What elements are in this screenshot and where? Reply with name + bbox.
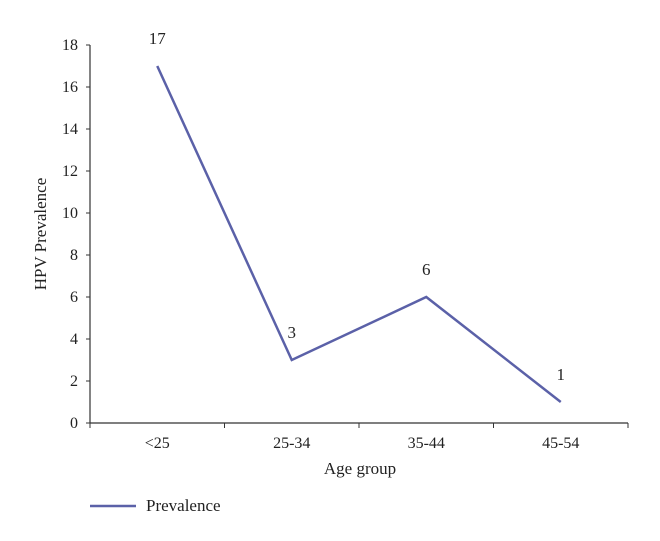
x-axis-ticks: <25 25-34 35-44 45-54 [89,423,629,452]
y-tick-label: 8 [70,247,78,264]
x-tick-label: <25 [145,435,170,452]
y-tick-label: 0 [70,415,78,432]
y-tick-label: 12 [62,163,78,180]
data-label: 6 [422,260,431,279]
data-label: 3 [288,323,297,342]
data-labels: 17 3 6 1 [149,29,565,384]
x-axis-label: Age group [324,459,396,478]
x-tick-label: 25-34 [273,435,310,452]
data-label: 17 [149,29,167,48]
axes [89,45,628,424]
y-axis-label: HPV Prevalence [31,178,50,291]
series-line-prevalence [156,65,562,403]
legend-label-prevalence: Prevalence [146,496,221,515]
y-tick-label: 14 [62,121,78,138]
series-layer [156,65,562,403]
legend: Prevalence [90,496,221,515]
data-label: 1 [557,365,566,384]
y-tick-label: 18 [62,37,78,54]
x-tick-label: 35-44 [408,435,445,452]
y-tick-label: 4 [70,331,78,348]
y-tick-label: 6 [70,289,78,306]
y-axis-ticks: 0 2 4 6 8 10 12 14 16 18 [62,37,90,432]
y-tick-label: 10 [62,205,78,222]
y-tick-label: 2 [70,373,78,390]
y-tick-label: 16 [62,79,78,96]
x-tick-label: 45-54 [542,435,579,452]
